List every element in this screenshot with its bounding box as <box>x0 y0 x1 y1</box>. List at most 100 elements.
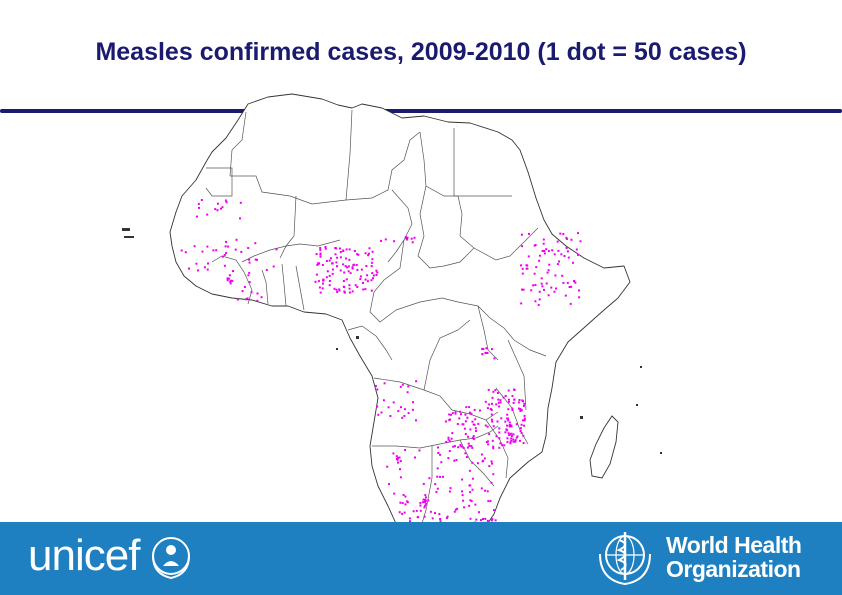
case-dot <box>534 284 537 286</box>
case-dot <box>364 252 367 255</box>
case-dot <box>239 201 242 204</box>
case-dot <box>399 385 402 388</box>
case-dot <box>322 278 325 281</box>
case-dot <box>325 276 328 279</box>
case-dot <box>508 425 511 428</box>
case-dot <box>577 253 579 256</box>
case-dot <box>324 246 327 248</box>
case-dot <box>248 261 251 264</box>
case-dot <box>236 298 239 301</box>
case-dot <box>315 273 318 276</box>
case-dot <box>265 269 268 271</box>
case-dot <box>448 440 451 443</box>
case-dot <box>343 290 346 293</box>
case-dot <box>507 419 510 422</box>
case-dot <box>232 270 234 273</box>
case-dot <box>424 500 427 503</box>
case-dot <box>480 519 482 522</box>
case-dot <box>506 429 509 432</box>
case-dot <box>386 465 389 468</box>
case-dot <box>338 289 341 292</box>
case-dot <box>461 423 464 426</box>
case-dot <box>231 279 234 282</box>
case-dot <box>570 238 573 241</box>
case-dot <box>510 425 513 428</box>
case-dot <box>226 279 229 282</box>
case-dot <box>366 280 369 283</box>
who-wordmark: World Health Organization <box>666 533 802 581</box>
case-dot <box>496 420 499 423</box>
case-dot <box>403 414 406 417</box>
case-dot <box>492 473 495 476</box>
case-dot <box>254 258 257 261</box>
case-dot <box>487 388 490 391</box>
case-dot <box>319 247 322 249</box>
case-dot <box>272 265 275 268</box>
case-dot <box>250 291 253 294</box>
case-dot <box>317 280 320 283</box>
case-dot <box>492 445 495 448</box>
case-dot <box>445 517 448 519</box>
case-dot <box>562 233 565 236</box>
case-dot <box>223 253 226 256</box>
case-dot <box>545 282 548 285</box>
case-dot <box>351 267 354 270</box>
case-dot <box>403 408 406 411</box>
case-dot <box>470 445 473 448</box>
case-dot <box>461 478 464 481</box>
case-dot <box>399 468 401 471</box>
case-dot <box>460 445 463 448</box>
case-dot <box>448 450 451 452</box>
case-dot <box>492 390 495 393</box>
case-dot <box>449 487 452 490</box>
case-dot <box>468 445 471 447</box>
case-dot <box>519 430 522 432</box>
case-dot <box>225 201 228 204</box>
case-dot <box>486 352 489 354</box>
case-dot <box>469 428 472 431</box>
case-dot <box>401 383 404 386</box>
case-dot <box>454 412 457 415</box>
case-dot <box>362 288 365 291</box>
case-dot <box>353 250 356 252</box>
case-dot <box>515 423 518 426</box>
case-dot <box>364 288 367 291</box>
case-dot <box>498 431 501 434</box>
case-dot <box>497 401 500 404</box>
case-dot <box>362 282 364 284</box>
case-dot <box>357 253 360 256</box>
case-dot <box>499 401 502 404</box>
case-dot <box>368 252 370 255</box>
case-dot <box>458 417 461 420</box>
case-dot <box>543 288 545 291</box>
case-dot <box>513 398 516 401</box>
case-dot <box>437 446 439 449</box>
case-dot <box>472 435 475 438</box>
case-dot <box>537 303 540 306</box>
case-dot <box>226 277 229 280</box>
case-dot <box>230 279 233 282</box>
case-dot <box>423 499 426 502</box>
case-dot <box>411 241 414 244</box>
case-dot <box>491 518 494 521</box>
case-dot <box>235 238 238 241</box>
case-dot <box>495 403 498 406</box>
case-dot <box>491 396 494 399</box>
case-dot <box>516 435 519 438</box>
case-dot <box>228 277 230 280</box>
case-dot <box>462 499 465 502</box>
case-dot <box>370 289 373 292</box>
case-dot <box>523 414 526 417</box>
case-dot <box>507 400 510 403</box>
case-dot <box>434 483 437 486</box>
case-dot <box>384 238 387 241</box>
case-dot <box>329 257 332 260</box>
case-dot <box>494 389 497 392</box>
case-dot <box>275 248 278 251</box>
case-dot <box>471 446 474 449</box>
case-dot <box>496 392 499 394</box>
case-dot <box>543 250 546 252</box>
case-dot <box>436 467 439 470</box>
case-dot <box>528 232 530 235</box>
case-dot <box>510 432 513 435</box>
